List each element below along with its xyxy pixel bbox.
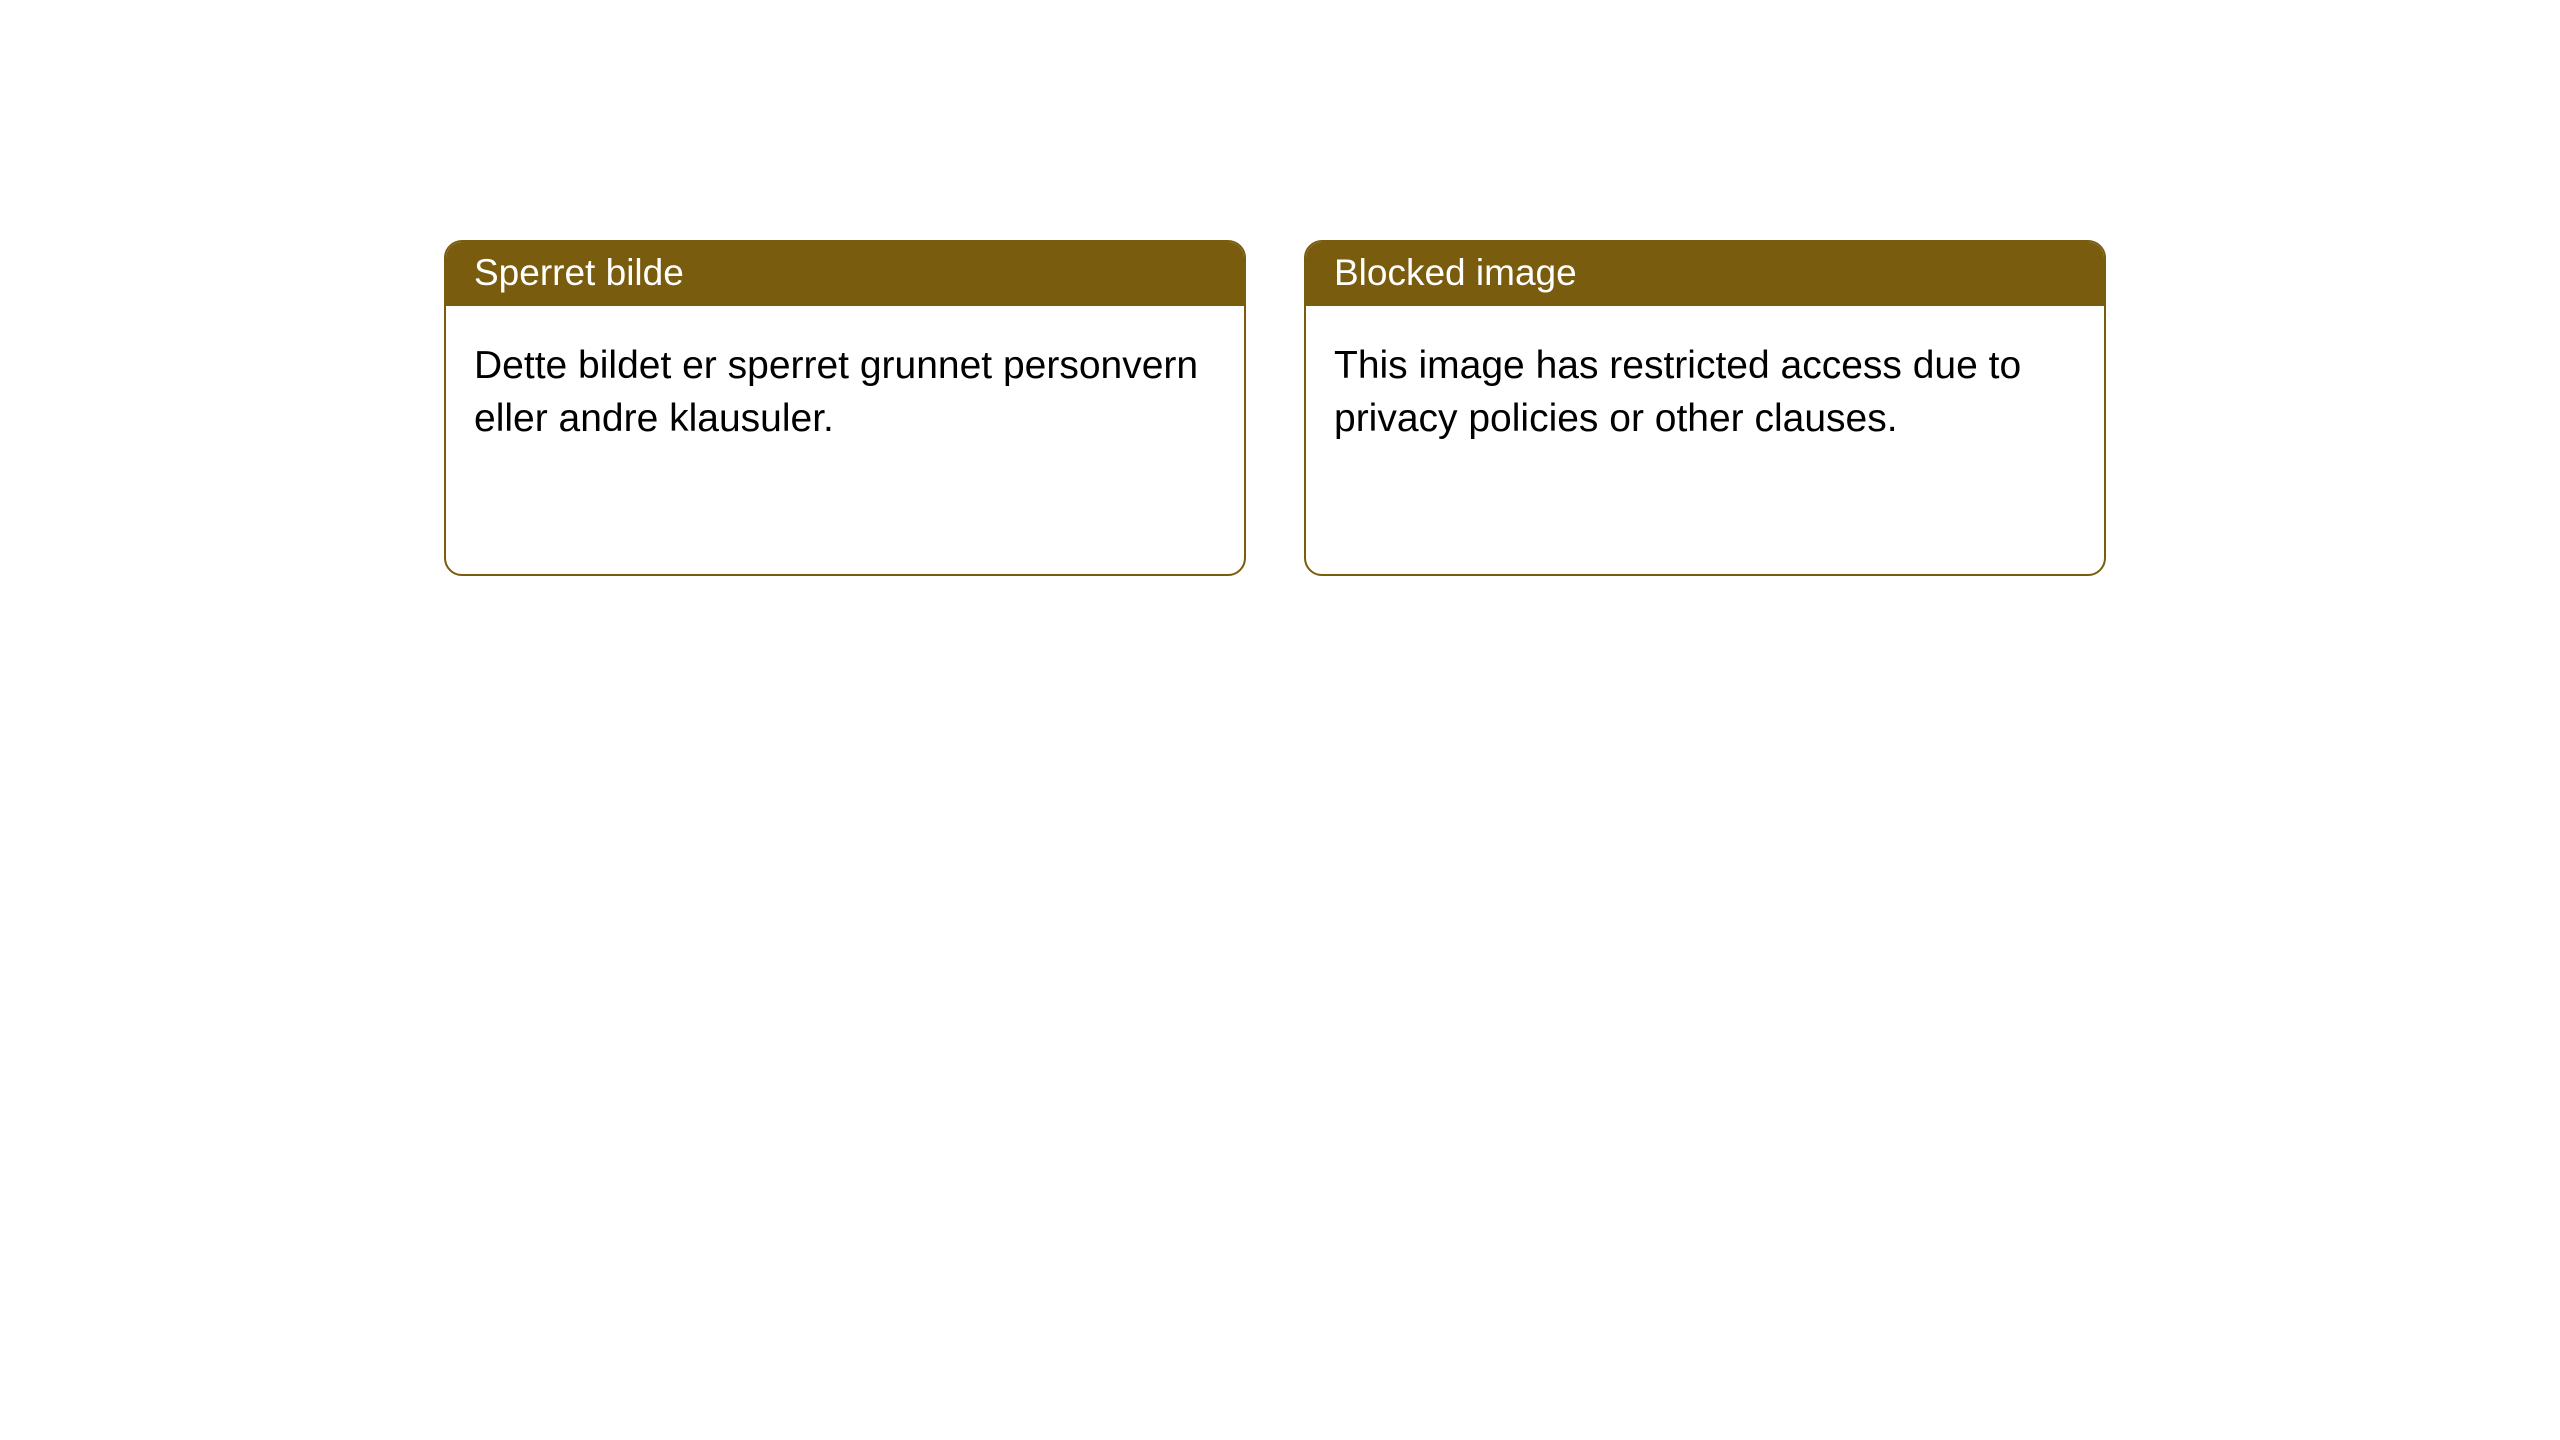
notice-header: Blocked image (1306, 242, 2104, 306)
notice-container: Sperret bilde Dette bildet er sperret gr… (0, 0, 2560, 576)
notice-body: Dette bildet er sperret grunnet personve… (446, 306, 1244, 473)
notice-header: Sperret bilde (446, 242, 1244, 306)
notice-card-norwegian: Sperret bilde Dette bildet er sperret gr… (444, 240, 1246, 576)
notice-card-english: Blocked image This image has restricted … (1304, 240, 2106, 576)
notice-body: This image has restricted access due to … (1306, 306, 2104, 473)
